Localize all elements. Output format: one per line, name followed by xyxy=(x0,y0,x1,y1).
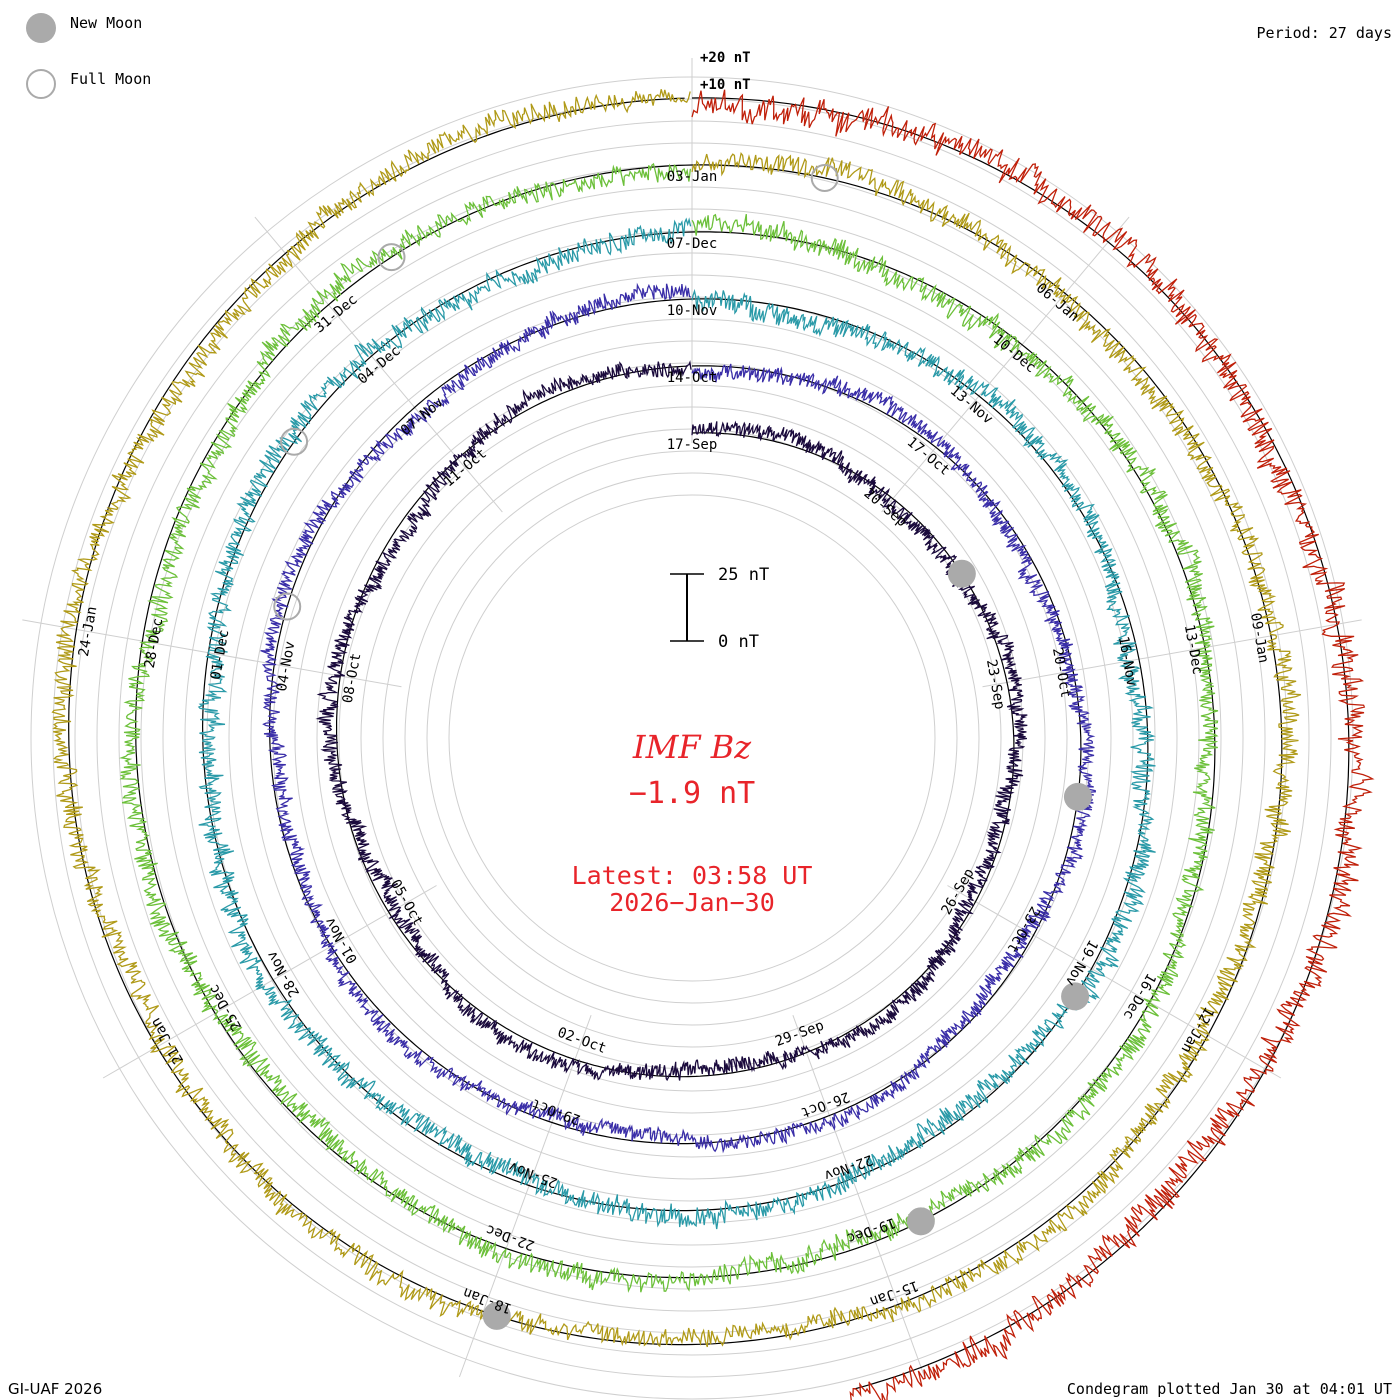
full-moon-marker xyxy=(810,164,839,193)
bz-trace-rotation-4 xyxy=(118,162,1219,1293)
date-label: 25-Nov xyxy=(507,1158,560,1190)
current-value: −1.9 nT xyxy=(629,776,755,811)
full-moon-marker xyxy=(280,427,309,456)
baseline-spiral-4 xyxy=(135,164,1216,1279)
full-moon-marker xyxy=(377,243,406,272)
new-moon-legend-icon xyxy=(26,13,56,43)
baseline-spiral-2 xyxy=(269,298,1082,1145)
scale-bar-top-label: 25 nT xyxy=(718,565,769,585)
date-label: 14-Oct xyxy=(667,370,718,386)
grid-spoke xyxy=(102,885,437,1079)
date-label: 29-Sep xyxy=(773,1018,826,1050)
grid-spoke xyxy=(881,216,1130,513)
latest-date: 2026−Jan−30 xyxy=(609,888,775,917)
bz-trace-rotation-6 xyxy=(691,89,1375,1400)
date-label: 03-Jan xyxy=(667,169,718,185)
new-moon-marker xyxy=(1063,782,1092,811)
new-moon-marker xyxy=(482,1301,511,1330)
bz-trace-rotation-2 xyxy=(260,282,1097,1154)
legend-full-moon-label: Full Moon xyxy=(70,70,152,88)
chart-title: IMF Bz xyxy=(632,728,752,766)
full-moon-legend-icon xyxy=(26,69,56,99)
baseline-spiral-3 xyxy=(201,231,1149,1212)
ring-scale-label-10: +10 nT xyxy=(700,77,751,93)
grid-ring xyxy=(404,450,980,1026)
full-moon-marker xyxy=(273,592,302,621)
bz-trace-rotation-5 xyxy=(51,89,1302,1348)
baseline-spiral-6 xyxy=(691,97,1350,1390)
date-label: 10-Nov xyxy=(667,303,718,319)
grid-spoke xyxy=(458,1015,592,1378)
date-label: 23-Sep xyxy=(983,658,1008,711)
grid-spoke xyxy=(254,216,503,513)
grid-ring xyxy=(448,494,936,982)
scale-bar-bottom-label: 0 nT xyxy=(718,632,759,652)
grid-spoke xyxy=(792,1015,926,1378)
date-label: 07-Dec xyxy=(667,236,718,252)
grid-ring xyxy=(426,472,958,1004)
date-label: 02-Oct xyxy=(555,1025,608,1057)
date-label: 29-Oct xyxy=(530,1095,583,1127)
footer-plotted-time: Condegram plotted Jan 30 at 04:01 UT xyxy=(1066,1380,1392,1398)
new-moon-marker xyxy=(947,559,976,588)
new-moon-marker xyxy=(906,1207,935,1236)
grid-spoke xyxy=(947,885,1282,1079)
date-label: 26-Oct xyxy=(799,1088,852,1120)
grid-spoke xyxy=(982,619,1362,688)
ring-scale-label-20: +20 nT xyxy=(700,50,751,66)
footer-credit: GI-UAF 2026 xyxy=(8,1380,103,1398)
scale-bar xyxy=(670,573,704,642)
bz-trace-rotation-3 xyxy=(197,217,1156,1230)
new-moon-marker xyxy=(1061,982,1090,1011)
latest-time: Latest: 03:58 UT xyxy=(572,861,813,890)
legend-new-moon-label: New Moon xyxy=(70,14,143,32)
period-label: Period: 27 days xyxy=(1256,24,1392,42)
date-label: 17-Sep xyxy=(667,437,718,453)
